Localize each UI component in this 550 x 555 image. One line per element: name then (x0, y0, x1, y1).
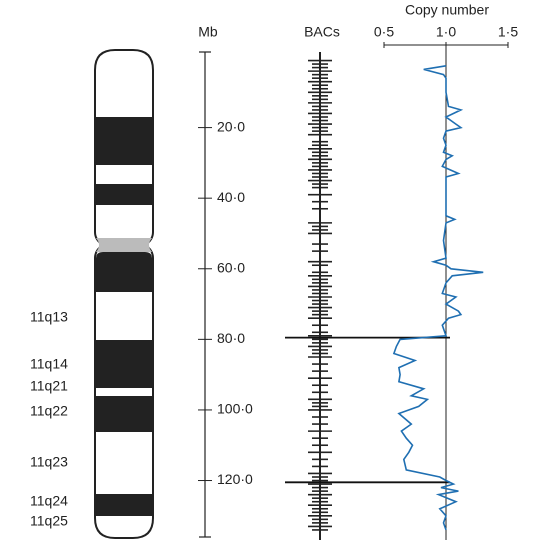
band-label: 11q24 (30, 493, 68, 509)
x-tick-label: 1·5 (498, 24, 518, 40)
band-label: 11q25 (30, 513, 68, 529)
x-tick-label: 1·0 (436, 24, 456, 40)
y-tick-label: 80·0 (217, 330, 245, 346)
x-tick-label: 0·5 (374, 24, 394, 40)
axis-title: Copy number (405, 2, 489, 18)
y-tick-label: 20·0 (217, 118, 245, 134)
band (96, 184, 152, 205)
band (96, 252, 152, 292)
y-tick-label: 120·0 (217, 471, 253, 487)
band-label: 11q14 (30, 356, 68, 372)
band (96, 396, 152, 432)
band (96, 340, 152, 388)
band (96, 117, 152, 165)
centromere (96, 238, 152, 252)
band (96, 494, 152, 516)
axis-title: Mb (198, 24, 218, 40)
ideogram (94, 49, 154, 539)
y-tick-label: 60·0 (217, 259, 245, 275)
band-label: 11q13 (30, 309, 68, 325)
copy-number-line (392, 65, 484, 531)
y-tick-label: 100·0 (217, 401, 253, 417)
band-label: 11q22 (30, 403, 68, 419)
bac-title: BACs (304, 24, 340, 40)
band-label: 11q21 (30, 378, 68, 394)
band-label: 11q23 (30, 454, 68, 470)
y-tick-label: 40·0 (217, 189, 245, 205)
